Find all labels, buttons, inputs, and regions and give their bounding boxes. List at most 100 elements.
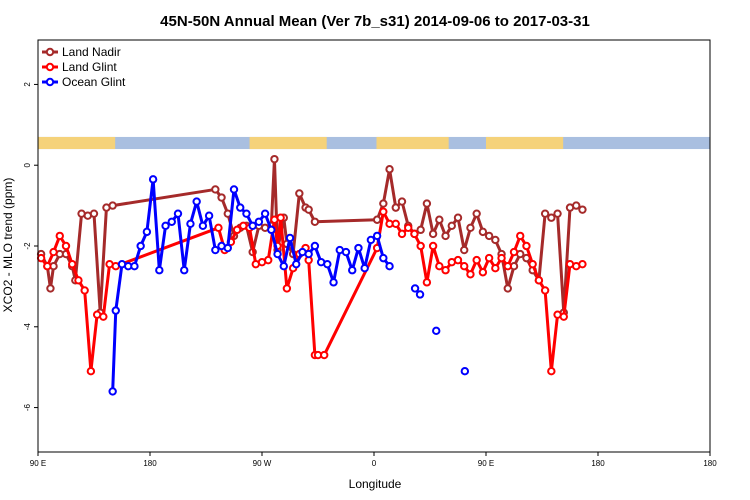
data-point — [214, 223, 223, 233]
data-point — [540, 209, 550, 218]
data-point — [553, 209, 562, 218]
data-point — [372, 231, 382, 241]
data-point — [223, 243, 232, 253]
data-point — [320, 350, 329, 360]
data-point — [460, 261, 469, 271]
series-line — [111, 177, 391, 392]
data-point — [397, 229, 407, 239]
data-point — [540, 286, 550, 295]
data-point — [229, 185, 239, 194]
data-point — [385, 165, 394, 174]
data-point — [360, 264, 369, 273]
data-point — [167, 217, 176, 226]
y-axis: 2 0 -2 -4 -6 — [23, 82, 38, 411]
data-point — [310, 217, 320, 226]
data-point — [242, 209, 251, 218]
data-point — [441, 231, 450, 241]
x-axis-label: Longitude — [349, 477, 402, 491]
legend-marker — [45, 62, 55, 72]
data-point — [43, 261, 52, 271]
legend-item: Land Glint — [42, 60, 117, 74]
x-axis: 90 E 180 90 W 0 90 E 180 180 — [30, 452, 717, 468]
legend-item: Ocean Glint — [42, 75, 126, 89]
data-point — [460, 367, 470, 376]
data-point — [276, 213, 285, 222]
x-tick-label: 90 E — [478, 459, 494, 468]
data-point — [264, 255, 273, 265]
legend-label: Land Nadir — [62, 45, 121, 59]
y-tick-label: -6 — [23, 403, 32, 411]
land-ocean-strip — [38, 136, 710, 150]
data-point — [61, 241, 71, 251]
data-point — [80, 286, 89, 295]
data-point — [466, 270, 475, 279]
data-point — [516, 231, 525, 241]
data-point — [391, 203, 400, 212]
legend-label: Land Glint — [62, 60, 117, 74]
data-point — [260, 209, 270, 218]
y-tick-label: 2 — [23, 82, 32, 87]
data-point — [173, 209, 183, 218]
data-point — [68, 259, 77, 269]
data-point — [89, 209, 99, 218]
data-point — [410, 229, 419, 239]
data-point — [279, 261, 288, 271]
data-point — [503, 284, 512, 293]
data-point — [428, 241, 438, 251]
data-point — [416, 225, 425, 235]
data-point — [379, 199, 388, 208]
x-tick-label: 0 — [372, 459, 377, 468]
data-point — [46, 284, 55, 293]
data-point — [572, 201, 581, 210]
data-point — [180, 266, 189, 275]
data-point — [211, 185, 220, 194]
data-point — [310, 241, 320, 251]
data-point — [55, 231, 64, 241]
data-point — [323, 259, 332, 269]
data-point — [509, 247, 519, 257]
data-point — [478, 227, 488, 237]
data-point — [453, 213, 463, 222]
x-tick-label: 180 — [703, 459, 717, 468]
data-point — [254, 217, 264, 226]
legend-item: Land Nadir — [42, 45, 121, 59]
data-point — [285, 233, 295, 243]
data-point — [111, 306, 120, 315]
data-point — [217, 193, 226, 202]
data-point — [292, 259, 301, 269]
data-point — [385, 261, 394, 271]
y-tick-label: -2 — [23, 242, 32, 250]
data-point — [341, 247, 351, 257]
data-point — [295, 189, 304, 198]
data-point — [304, 249, 313, 259]
data-point — [491, 264, 500, 273]
data-point — [99, 312, 108, 321]
data-point — [428, 229, 438, 239]
x-tick-label: 180 — [143, 459, 157, 468]
data-point — [391, 219, 400, 228]
data-point — [453, 255, 463, 265]
series-line — [39, 210, 583, 373]
data-point — [304, 205, 313, 214]
data-point — [472, 209, 481, 218]
data-point — [432, 326, 441, 336]
data-point — [204, 211, 214, 220]
y-tick-label: 0 — [23, 162, 32, 167]
data-point — [270, 154, 279, 164]
x-tick-label: 180 — [591, 459, 605, 468]
series-land-glint — [36, 207, 587, 376]
land-band — [38, 136, 116, 150]
data-point — [547, 213, 556, 222]
data-point — [86, 367, 96, 376]
x-tick-label: 90 E — [30, 459, 46, 468]
data-point — [447, 221, 456, 231]
data-point — [484, 253, 494, 263]
x-tick-label: 90 W — [253, 459, 272, 468]
land-band — [486, 136, 564, 150]
data-point — [441, 266, 450, 275]
data-point — [329, 278, 338, 287]
data-point — [410, 284, 420, 293]
data-point — [534, 276, 544, 285]
data-point — [236, 203, 245, 212]
data-point — [108, 387, 117, 396]
